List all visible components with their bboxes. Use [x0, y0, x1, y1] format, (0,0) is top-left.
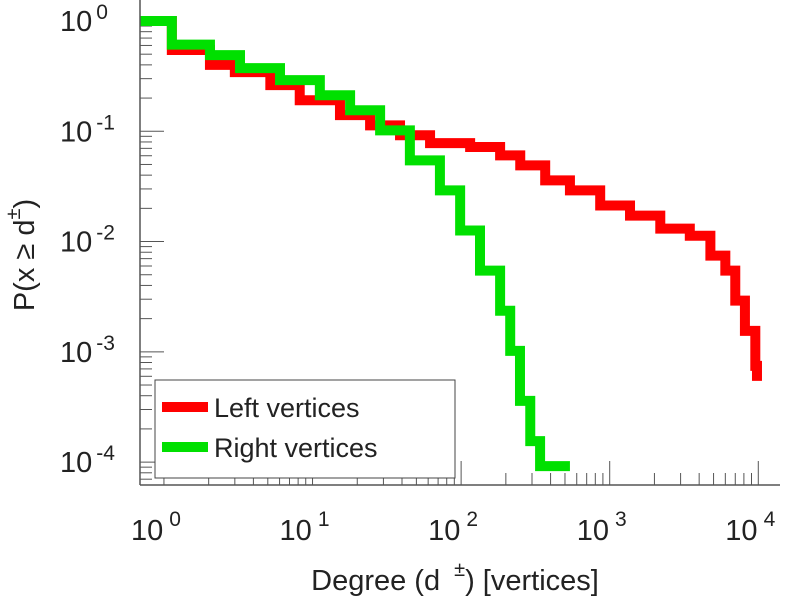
x-axis-label: Degree (d ±) [vertices]	[311, 559, 599, 597]
legend: Left vertices Right vertices	[154, 379, 456, 479]
y-tick-label: 10 0	[60, 1, 108, 38]
y-tick-label: 10 -2	[60, 222, 115, 259]
legend-label-left: Left vertices	[214, 393, 360, 423]
x-tick-label: 10 2	[428, 508, 478, 547]
x-tick-label: 10 1	[280, 508, 330, 547]
legend-box	[154, 379, 456, 479]
series-line-left-vertices	[140, 15, 762, 381]
y-tick-label: 10 -3	[60, 332, 115, 369]
y-tick-label: 10 -1	[60, 111, 115, 148]
x-tick-label: 10 3	[577, 508, 627, 547]
y-tick-label: 10 -4	[60, 442, 115, 479]
x-tick-labels: 10 0 10 1 10 2 10 3 10 4	[131, 508, 776, 547]
series-line-right-vertices	[140, 15, 570, 472]
x-tick-label: 10 4	[725, 508, 775, 547]
series-group	[140, 15, 762, 472]
legend-label-right: Right vertices	[214, 433, 378, 463]
x-tick-label: 10 0	[131, 508, 181, 547]
y-axis-label: P(x ≥ d±)	[3, 199, 41, 311]
